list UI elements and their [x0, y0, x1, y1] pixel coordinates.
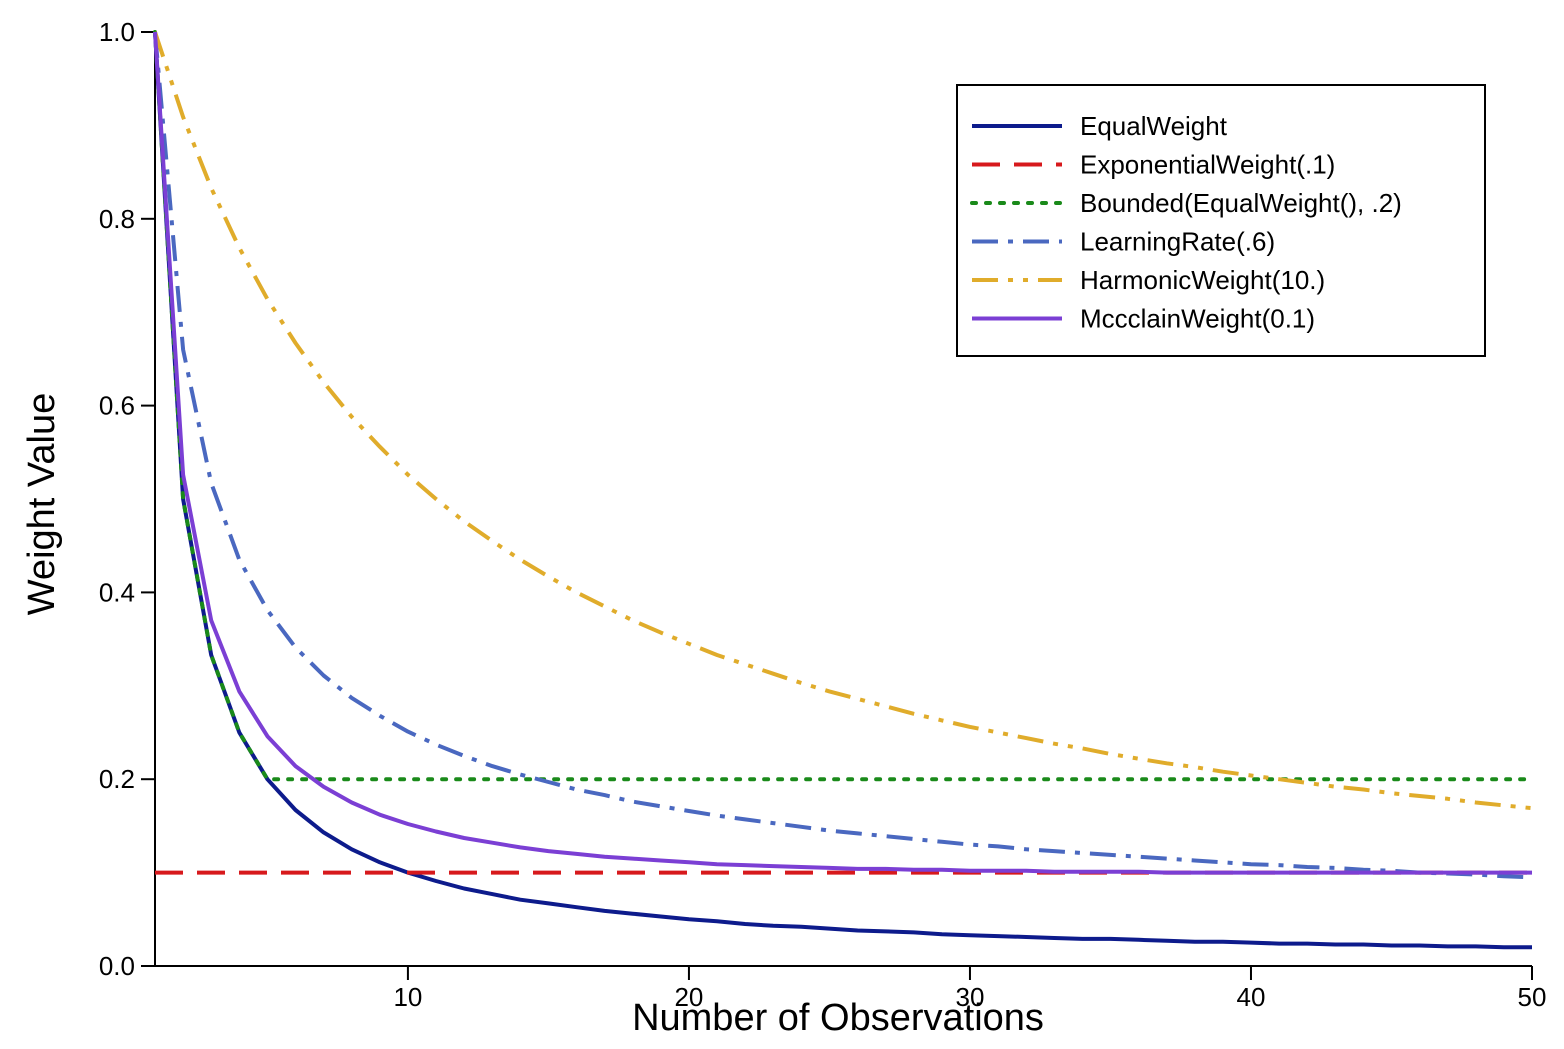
series-line-6 — [153, 31, 1532, 875]
legend-label-3: Bounded(EqualWeight(), .2) — [1080, 188, 1402, 218]
series — [153, 30, 1534, 950]
legend-label-1: EqualWeight — [1080, 111, 1228, 141]
legend-label-6: MccclainWeight(0.1) — [1080, 304, 1315, 334]
series-line-3 — [153, 30, 1534, 782]
x-tick-label: 40 — [1237, 982, 1266, 1012]
legend: EqualWeight ExponentialWeight(.1) Bounded(… — [956, 84, 1486, 357]
ticks: 0.0 0.2 0.4 0.6 0.8 1.0 10 20 30 40 50 — [99, 17, 1547, 1012]
y-tick-label: 0.4 — [99, 577, 135, 607]
y-tick-label: 0.0 — [99, 951, 135, 981]
y-tick-label: 1.0 — [99, 17, 135, 47]
x-tick-label: 20 — [674, 982, 703, 1012]
series-line-1 — [153, 31, 1532, 950]
legend-box — [956, 84, 1486, 357]
x-tick-label: 30 — [955, 982, 984, 1012]
legend-label-5: HarmonicWeight(10.) — [1080, 265, 1325, 295]
x-axis-title: Number of Observations — [632, 997, 1044, 1039]
x-tick-label: 10 — [393, 982, 422, 1012]
y-axis-title: Weight Value — [21, 393, 63, 616]
legend-label-2: ExponentialWeight(.1) — [1080, 150, 1335, 180]
x-tick-label: 50 — [1518, 982, 1547, 1012]
series-line-5 — [153, 31, 1533, 811]
y-tick-label: 0.8 — [99, 204, 135, 234]
legend-label-4: LearningRate(.6) — [1080, 227, 1275, 257]
axes — [154, 32, 1532, 967]
y-tick-label: 0.6 — [99, 391, 135, 421]
y-tick-label: 0.2 — [99, 764, 135, 794]
series-line-4 — [153, 31, 1533, 880]
